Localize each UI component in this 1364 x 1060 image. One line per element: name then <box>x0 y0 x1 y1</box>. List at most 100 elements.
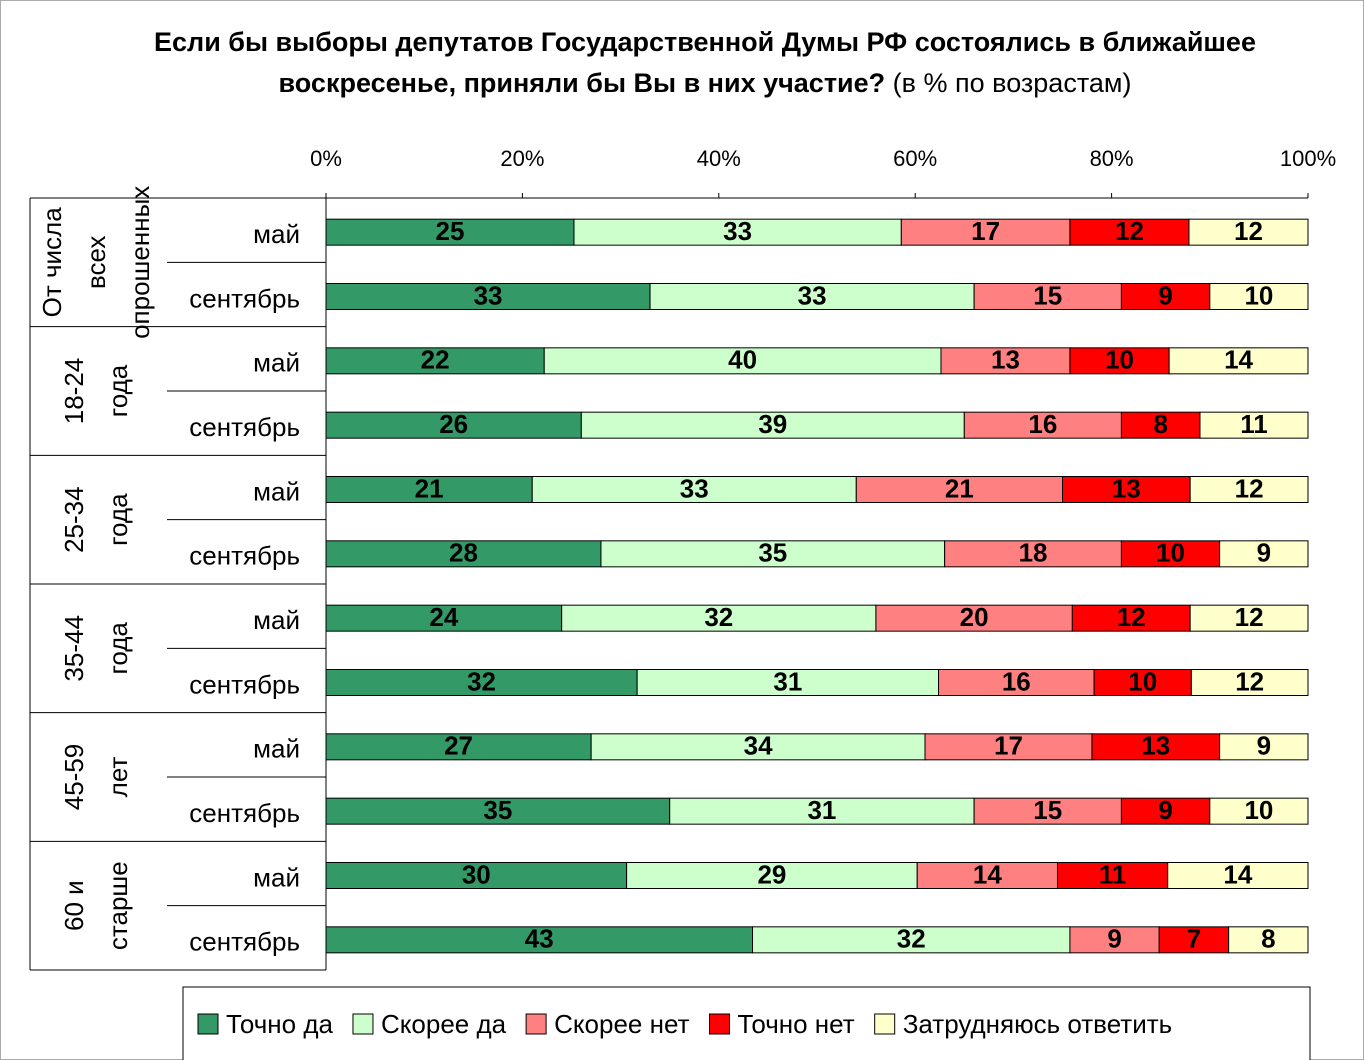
data-label: 29 <box>757 859 786 889</box>
bar-segment <box>325 540 602 568</box>
y-tick-label: май <box>253 734 300 764</box>
data-label: 10 <box>1105 345 1134 375</box>
bar-segment <box>1228 926 1309 954</box>
x-tick-label: 100% <box>1280 146 1336 171</box>
bar-segment <box>626 862 918 889</box>
data-label: 28 <box>449 538 478 568</box>
data-label: 33 <box>680 473 709 503</box>
data-label: 12 <box>1235 473 1264 503</box>
bar-segment <box>963 411 1122 439</box>
data-label: 11 <box>1099 859 1127 889</box>
data-label: 10 <box>1244 280 1273 310</box>
bar-segment <box>1069 347 1170 375</box>
data-label: 9 <box>1158 795 1172 825</box>
bar-segment <box>561 604 877 632</box>
bar-segment <box>590 733 926 761</box>
x-tick-label: 40% <box>697 146 741 171</box>
data-label: 26 <box>439 409 468 439</box>
bar-segment <box>938 669 1095 696</box>
bar-segment <box>1199 411 1309 439</box>
data-label: 13 <box>1112 473 1141 503</box>
data-label: 14 <box>1223 859 1252 889</box>
data-label: 18 <box>1019 538 1048 568</box>
data-label: 35 <box>483 795 512 825</box>
group-label: От числа <box>37 207 67 318</box>
data-label: 14 <box>1224 345 1253 375</box>
group-label: года <box>103 493 133 546</box>
bar-segment <box>325 669 638 696</box>
data-label: 31 <box>773 666 802 696</box>
data-label: 12 <box>1115 216 1144 246</box>
group-label: 60 и <box>59 880 89 931</box>
data-label: 21 <box>415 473 444 503</box>
data-label: 14 <box>973 859 1002 889</box>
x-tick-label: 60% <box>893 146 937 171</box>
data-label: 30 <box>462 859 491 889</box>
bar-segment <box>1120 540 1221 568</box>
data-label: 8 <box>1261 924 1275 954</box>
group-label: опрошенных <box>125 186 155 339</box>
data-label: 32 <box>897 924 926 954</box>
data-label: 32 <box>704 602 733 632</box>
bar-segment <box>924 733 1093 761</box>
bar-segment <box>1209 797 1309 825</box>
legend-label: Точно нет <box>737 1009 854 1039</box>
data-label: 9 <box>1257 538 1271 568</box>
data-label: 34 <box>744 731 773 761</box>
group-label: 35-44 <box>59 615 89 682</box>
bar-segment <box>580 411 965 439</box>
data-label: 33 <box>723 216 752 246</box>
data-label: 12 <box>1235 602 1264 632</box>
bar-segment <box>1219 540 1309 568</box>
data-label: 33 <box>474 280 503 310</box>
legend-swatch <box>197 1013 219 1035</box>
bar-segment <box>1091 733 1221 761</box>
bar-segment <box>1219 733 1309 761</box>
bar-segment <box>531 476 857 503</box>
bar-segment <box>1189 604 1309 632</box>
bar-segment <box>1056 862 1169 889</box>
data-label: 16 <box>1028 409 1057 439</box>
data-label: 12 <box>1235 666 1264 696</box>
data-label: 9 <box>1257 731 1271 761</box>
legend-label: Точно да <box>226 1009 333 1039</box>
data-label: 25 <box>436 216 465 246</box>
data-label: 31 <box>807 795 836 825</box>
y-tick-label: май <box>253 605 300 635</box>
y-tick-label: сентябрь <box>189 798 300 828</box>
data-label: 35 <box>758 538 787 568</box>
data-label: 15 <box>1033 795 1062 825</box>
data-label: 43 <box>525 924 554 954</box>
data-label: 9 <box>1158 280 1172 310</box>
data-label: 21 <box>945 473 974 503</box>
data-label: 7 <box>1187 924 1201 954</box>
legend-label: Скорее да <box>381 1009 507 1039</box>
data-label: 12 <box>1117 602 1146 632</box>
data-label: 16 <box>1002 666 1031 696</box>
bar-segment <box>543 347 942 375</box>
group-label: 45-59 <box>59 744 89 811</box>
group-label: года <box>103 364 133 417</box>
group-label: 25-34 <box>59 486 89 553</box>
data-label: 9 <box>1107 924 1121 954</box>
data-label: 13 <box>1141 731 1170 761</box>
x-tick-label: 20% <box>500 146 544 171</box>
data-label: 27 <box>444 731 473 761</box>
y-tick-label: май <box>253 476 300 506</box>
legend-swatch <box>708 1013 730 1035</box>
legend-swatch <box>352 1013 374 1035</box>
x-tick-label: 80% <box>1090 146 1134 171</box>
bar-segment <box>1093 669 1192 696</box>
bar-segment <box>669 797 975 825</box>
chart-subtitle: (в % по возрастам) <box>892 68 1132 98</box>
bar-segment <box>1190 669 1309 696</box>
data-label: 32 <box>467 666 496 696</box>
bar-segment <box>325 347 545 375</box>
group-label: года <box>103 622 133 675</box>
group-label: 18-24 <box>59 358 89 425</box>
data-label: 20 <box>960 602 989 632</box>
bar-segment <box>325 218 575 246</box>
